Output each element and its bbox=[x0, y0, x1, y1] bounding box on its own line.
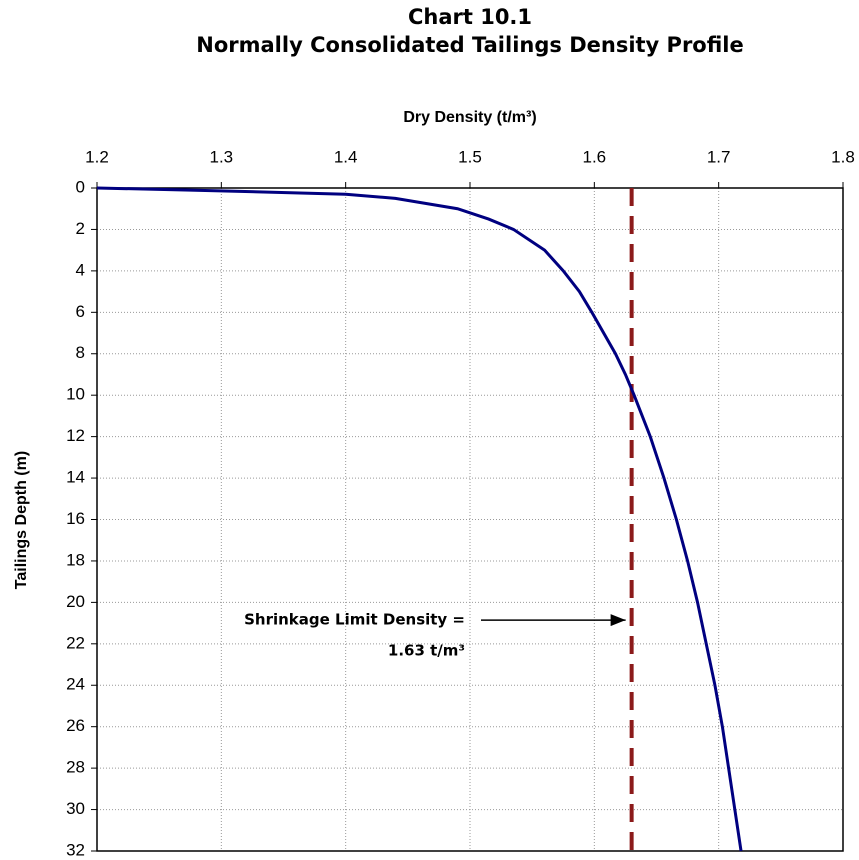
y-tick-label: 16 bbox=[66, 509, 85, 528]
y-tick-label: 20 bbox=[66, 592, 85, 611]
chart-subtitle: Normally Consolidated Tailings Density P… bbox=[196, 33, 743, 57]
y-tick-label: 4 bbox=[76, 260, 85, 279]
y-tick-label: 26 bbox=[66, 716, 85, 735]
y-tick-label: 2 bbox=[76, 219, 85, 238]
x-tick-label: 1.4 bbox=[334, 147, 358, 166]
y-tick-label: 6 bbox=[76, 302, 85, 321]
x-tick-label: 1.5 bbox=[458, 147, 482, 166]
x-axis-label: Dry Density (t/m³) bbox=[403, 109, 536, 126]
y-tick-label: 12 bbox=[66, 426, 85, 445]
y-tick-label: 0 bbox=[76, 177, 85, 196]
y-tick-label: 24 bbox=[66, 675, 85, 694]
y-tick-label: 22 bbox=[66, 633, 85, 652]
plot-frame bbox=[96, 187, 844, 852]
y-tick-label: 14 bbox=[66, 468, 85, 487]
y-tick-label: 28 bbox=[66, 758, 85, 777]
x-tick-label: 1.6 bbox=[583, 147, 607, 166]
chart-title: Chart 10.1 bbox=[408, 5, 532, 29]
y-tick-label: 8 bbox=[76, 343, 85, 362]
data-line bbox=[96, 186, 743, 852]
y-tick-label: 10 bbox=[66, 385, 85, 404]
annotation: Shrinkage Limit Density = bbox=[244, 611, 465, 629]
annotation: 1.63 t/m³ bbox=[388, 642, 465, 660]
x-tick-label: 1.3 bbox=[210, 147, 234, 166]
y-tick-label: 30 bbox=[66, 799, 85, 818]
x-tick-label: 1.7 bbox=[707, 147, 731, 166]
y-tick-label: 18 bbox=[66, 550, 85, 569]
y-tick-label: 32 bbox=[66, 840, 85, 859]
y-axis-label: Tailings Depth (m) bbox=[13, 451, 30, 589]
x-tick-label: 1.2 bbox=[85, 147, 109, 166]
x-tick-label: 1.8 bbox=[831, 147, 855, 166]
